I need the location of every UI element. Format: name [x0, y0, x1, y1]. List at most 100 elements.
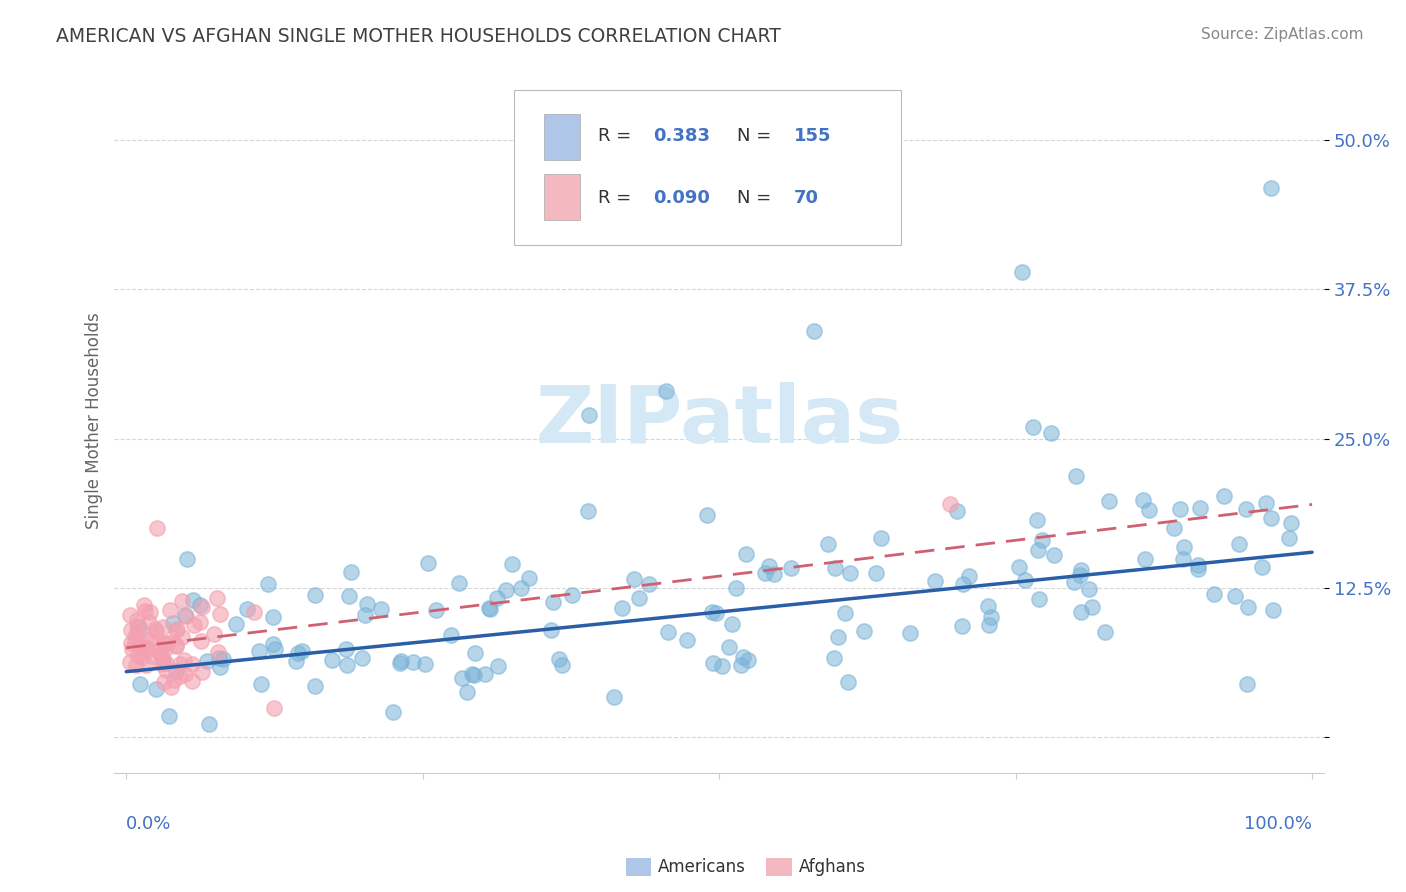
Point — [195, 654, 218, 668]
Point — [823, 650, 845, 665]
Point — [1163, 521, 1185, 535]
Point — [540, 624, 562, 638]
Point — [1171, 552, 1194, 566]
Point — [127, 648, 149, 663]
Point — [176, 552, 198, 566]
Point — [354, 608, 377, 623]
Point — [153, 635, 176, 649]
Point — [262, 610, 284, 624]
Point — [190, 599, 212, 613]
Point — [737, 653, 759, 667]
Point — [952, 577, 974, 591]
Point — [1008, 559, 1031, 574]
Text: 0.090: 0.090 — [652, 189, 710, 207]
Point — [287, 646, 309, 660]
Point — [1063, 574, 1085, 589]
Point — [173, 653, 195, 667]
Point — [696, 508, 718, 522]
Point — [150, 657, 173, 671]
Point — [478, 601, 501, 615]
Text: 0.383: 0.383 — [652, 128, 710, 145]
Point — [143, 622, 166, 636]
Point — [207, 645, 229, 659]
Point — [718, 640, 741, 654]
Point — [153, 641, 176, 656]
Point — [145, 624, 167, 638]
Point — [1014, 573, 1036, 587]
Point — [152, 654, 174, 668]
Point — [1098, 494, 1121, 508]
Point — [166, 622, 188, 636]
FancyBboxPatch shape — [513, 90, 901, 244]
Point — [486, 658, 509, 673]
Point — [134, 598, 156, 612]
Point — [837, 675, 859, 690]
Point — [1028, 591, 1050, 606]
Point — [125, 619, 148, 633]
Point — [762, 567, 785, 582]
Point — [321, 652, 343, 666]
Point — [131, 650, 153, 665]
Point — [124, 629, 146, 643]
Point — [134, 604, 156, 618]
Point — [780, 561, 803, 575]
Point — [1187, 558, 1209, 573]
Point — [1260, 181, 1282, 195]
Point — [464, 646, 486, 660]
Point — [170, 630, 193, 644]
Point — [852, 624, 875, 639]
Point — [243, 605, 266, 619]
Text: ZIPatlas: ZIPatlas — [536, 382, 903, 460]
Point — [478, 602, 501, 616]
Point — [1011, 264, 1033, 278]
Text: Source: ZipAtlas.com: Source: ZipAtlas.com — [1201, 27, 1364, 42]
Point — [157, 636, 180, 650]
Point — [495, 582, 517, 597]
Point — [225, 616, 247, 631]
Point — [180, 674, 202, 689]
Point — [675, 633, 697, 648]
Point — [136, 641, 159, 656]
Point — [827, 630, 849, 644]
Point — [1135, 552, 1157, 566]
Point — [128, 636, 150, 650]
Point — [603, 690, 626, 705]
Point — [125, 657, 148, 672]
Point — [541, 595, 564, 609]
Point — [449, 575, 471, 590]
Point — [1223, 589, 1246, 603]
Point — [304, 588, 326, 602]
Text: 100.0%: 100.0% — [1244, 815, 1312, 833]
Point — [197, 716, 219, 731]
Point — [136, 642, 159, 657]
Point — [1212, 489, 1234, 503]
Point — [724, 581, 747, 595]
Text: R =: R = — [598, 189, 637, 207]
Point — [946, 504, 969, 518]
Point — [127, 624, 149, 639]
Point — [1234, 502, 1257, 516]
Point — [980, 610, 1002, 624]
Point — [291, 644, 314, 658]
Point — [1278, 531, 1301, 545]
Point — [869, 531, 891, 545]
Point — [181, 657, 204, 672]
Point — [734, 547, 756, 561]
Point — [191, 599, 214, 614]
Point — [977, 599, 1000, 614]
Point — [1168, 501, 1191, 516]
Point — [389, 654, 412, 668]
Point — [159, 603, 181, 617]
Point — [208, 660, 231, 674]
Point — [657, 625, 679, 640]
Point — [1078, 582, 1101, 596]
Point — [1081, 599, 1104, 614]
Text: AMERICAN VS AFGHAN SINGLE MOTHER HOUSEHOLDS CORRELATION CHART: AMERICAN VS AFGHAN SINGLE MOTHER HOUSEHO… — [56, 27, 782, 45]
Point — [236, 601, 259, 615]
Point — [155, 656, 177, 670]
Point — [839, 566, 862, 580]
Point — [155, 663, 177, 677]
Point — [1094, 624, 1116, 639]
Point — [1031, 533, 1053, 547]
Text: N =: N = — [737, 128, 778, 145]
